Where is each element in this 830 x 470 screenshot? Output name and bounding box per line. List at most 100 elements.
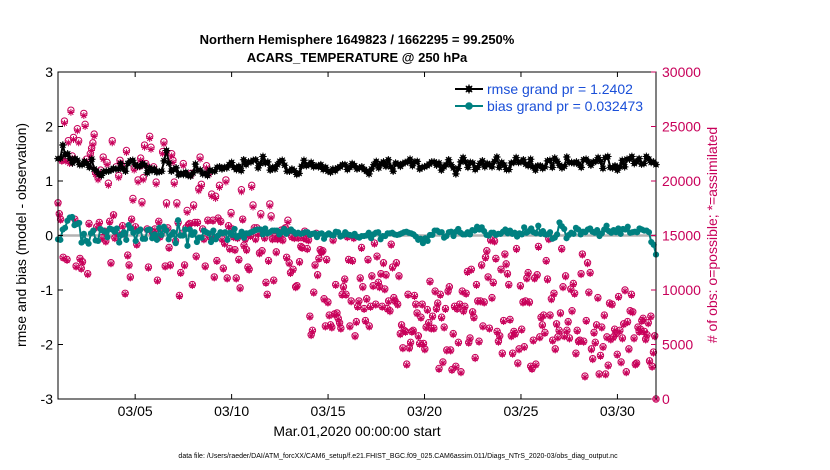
obs-assimilated-marker	[569, 281, 577, 288]
obs-assimilated-marker	[489, 280, 497, 287]
obs-assimilated-marker	[195, 187, 203, 195]
rmse-point-star	[56, 154, 65, 162]
rmse-point	[251, 155, 260, 164]
obs-assimilated-marker	[360, 306, 368, 314]
rmse-point-star	[59, 141, 67, 149]
obs-assimilated-marker	[399, 345, 407, 353]
chart-title-line1: Northern Hemisphere 1649823 / 1662295 = …	[200, 32, 515, 47]
rmse-point-star	[302, 161, 311, 170]
bias-point	[182, 226, 189, 233]
rmse-point-star	[290, 166, 299, 175]
rmse-point-star	[324, 167, 332, 175]
obs-assimilated-marker	[356, 275, 364, 283]
obs-assimilated-marker	[155, 219, 163, 226]
rmse-point	[68, 159, 77, 167]
obs-assimilated-marker	[287, 270, 294, 278]
obs-assimilated-marker	[458, 288, 466, 296]
obs-assimilated-marker	[296, 259, 303, 267]
rmse-point	[365, 170, 373, 178]
obs-assimilated-marker	[625, 346, 633, 354]
obs-assimilated-marker	[183, 209, 191, 217]
rmse-point-star	[276, 157, 284, 166]
rmse-point-star	[172, 164, 180, 172]
obs-assimilated-marker	[298, 245, 306, 252]
obs-assimilated-marker	[567, 286, 575, 294]
rmse-point-star	[374, 164, 383, 172]
obs-assimilated-marker	[559, 284, 567, 292]
rmse-point-star	[239, 155, 248, 164]
rmse-point	[191, 160, 200, 168]
obs-assimilated-marker	[345, 257, 353, 264]
rmse-point	[628, 152, 636, 161]
obs-assimilated-marker	[98, 235, 106, 243]
rmse-point	[66, 154, 74, 163]
obs-assimilated-marker	[452, 363, 460, 371]
obs-assimilated-marker	[630, 335, 638, 343]
obs-assimilated-marker	[129, 197, 137, 205]
obs-assimilated-marker	[146, 135, 154, 142]
obs-assimilated-marker	[522, 298, 529, 306]
rmse-point-star	[454, 164, 463, 173]
rmse-point	[519, 155, 528, 164]
obs-assimilated-marker	[323, 257, 331, 264]
obs-assimilated-marker	[629, 309, 637, 317]
bias-point	[365, 229, 372, 236]
legend-bias-marker	[465, 102, 473, 110]
bias-point	[257, 226, 264, 233]
rmse-point-star	[247, 158, 255, 166]
obs-assimilated-marker	[293, 283, 301, 291]
rmse-point	[203, 171, 212, 180]
rmse-point	[473, 163, 482, 172]
obs-assimilated-marker	[347, 298, 355, 306]
rmse-point-star	[577, 163, 586, 172]
obs-assimilated-marker	[418, 301, 426, 309]
obs-assimilated-marker	[265, 258, 272, 266]
rmse-point	[307, 158, 315, 167]
obs-assimilated-marker	[134, 178, 142, 186]
rmse-point-star	[480, 163, 489, 171]
rmse-point-star	[181, 168, 190, 177]
obs-assimilated-marker	[484, 274, 492, 282]
bias-point	[318, 230, 325, 237]
obs-assimilated-marker	[438, 314, 445, 322]
rmse-point-star	[329, 165, 337, 173]
obs-assimilated-marker	[249, 203, 257, 211]
obs-assimilated-marker	[526, 299, 533, 307]
rmse-point-star	[196, 166, 205, 174]
obs-assimilated-marker	[533, 272, 541, 280]
obs-assimilated-marker	[544, 276, 551, 284]
rmse-point-star	[365, 170, 373, 178]
rmse-point-star	[644, 155, 653, 163]
obs-count-markers	[54, 106, 660, 403]
obs-assimilated-marker	[538, 322, 546, 330]
obs-assimilated-marker	[329, 237, 337, 245]
obs-assimilated-marker	[130, 166, 138, 174]
obs-assimilated-marker	[125, 262, 133, 270]
bias-point	[158, 231, 165, 239]
obs-assimilated-marker	[470, 314, 478, 322]
rmse-point-star	[389, 167, 397, 175]
obs-assimilated-marker	[66, 160, 74, 167]
obs-assimilated-marker	[591, 340, 599, 347]
rmse-point-star	[157, 167, 166, 175]
bias-point	[186, 226, 193, 233]
obs-assimilated-marker	[267, 214, 275, 222]
rmse-point-star	[560, 162, 569, 171]
obs-assimilated-marker	[411, 293, 418, 300]
obs-assimilated-marker	[516, 283, 524, 291]
obs-assimilated-marker	[460, 308, 467, 316]
rmse-point-star	[222, 164, 231, 172]
obs-assimilated-marker	[121, 290, 129, 298]
rmse-point-star	[128, 156, 137, 165]
rmse-point-star	[594, 153, 602, 162]
rmse-point	[300, 156, 308, 165]
bias-point	[615, 225, 622, 232]
rmse-point-star	[278, 156, 287, 165]
rmse-point-star	[464, 163, 472, 172]
obs-assimilated-marker	[513, 246, 520, 254]
rmse-point-star	[206, 166, 214, 174]
bias-point	[57, 236, 64, 243]
obs-assimilated-marker	[58, 157, 66, 165]
obs-assimilated-marker	[492, 256, 500, 263]
obs-assimilated-marker	[564, 319, 572, 327]
